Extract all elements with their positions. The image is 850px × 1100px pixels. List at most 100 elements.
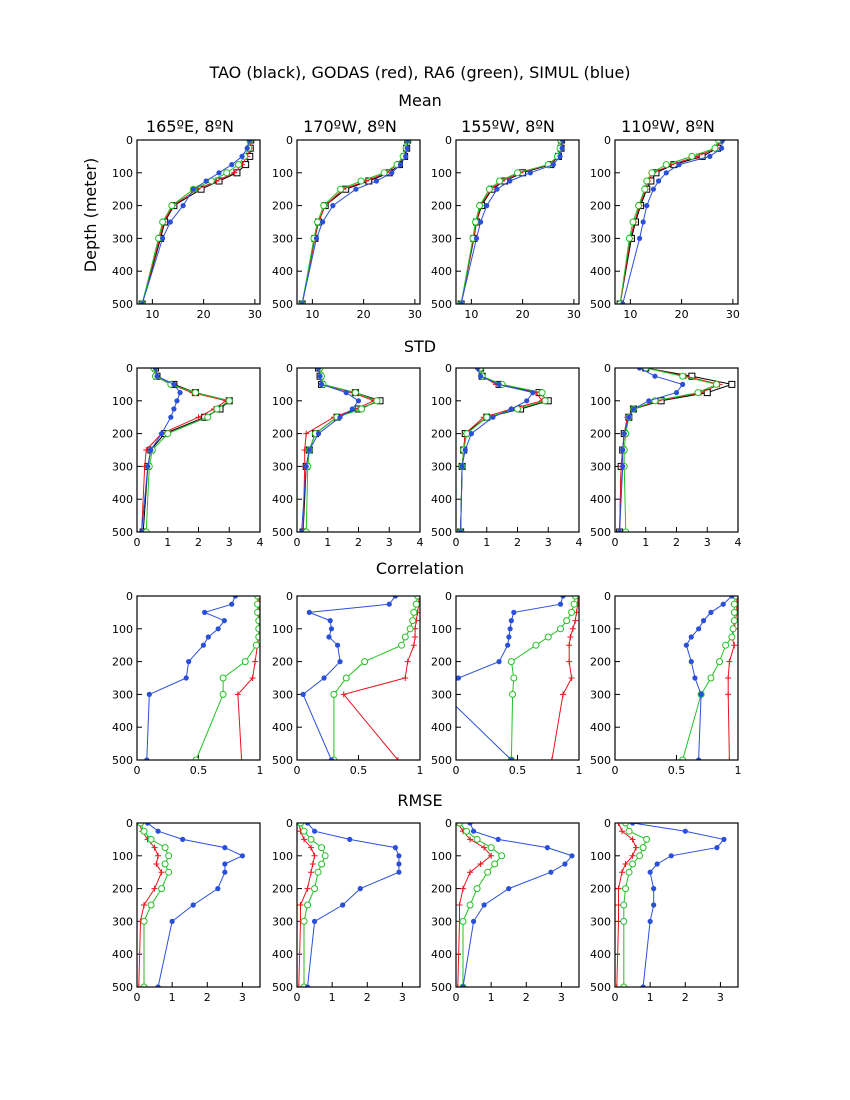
data-point	[654, 861, 660, 867]
data-point	[301, 836, 308, 843]
data-point	[468, 431, 474, 437]
data-point	[559, 145, 565, 151]
y-tick-label: 300	[590, 915, 611, 928]
y-tick-label: 300	[272, 688, 293, 701]
y-tick-label: 300	[590, 232, 611, 245]
data-point	[458, 301, 464, 304]
x-tick-label: 4	[257, 536, 264, 549]
data-point	[460, 984, 466, 987]
y-tick-label: 200	[590, 200, 611, 213]
data-point	[392, 596, 398, 599]
data-point	[155, 828, 161, 834]
data-point	[629, 836, 636, 843]
data-point	[307, 835, 315, 843]
data-point	[651, 902, 657, 908]
series-simul	[299, 140, 411, 304]
data-point	[640, 984, 646, 987]
y-tick-label: 100	[431, 850, 452, 863]
y-tick-label: 0	[286, 590, 293, 603]
data-point	[302, 528, 310, 532]
data-point	[566, 642, 573, 649]
data-point	[205, 634, 211, 640]
data-point	[146, 691, 152, 698]
data-point	[255, 625, 260, 633]
data-point	[405, 140, 411, 143]
series-ra6	[298, 140, 412, 304]
y-tick-label: 500	[112, 526, 133, 539]
data-point	[402, 675, 409, 681]
y-tick-label: 0	[286, 134, 293, 147]
series-line	[462, 823, 573, 987]
data-point	[306, 609, 312, 616]
data-point	[725, 691, 732, 698]
data-point	[716, 658, 724, 666]
data-point	[508, 618, 514, 624]
data-point	[506, 886, 512, 892]
section-title-correlation: Correlation	[376, 559, 464, 578]
data-point	[330, 690, 338, 698]
x-tick-label: 0	[294, 536, 301, 549]
data-point	[467, 869, 474, 876]
data-point	[406, 625, 414, 633]
data-point	[722, 641, 730, 649]
y-tick-label: 200	[272, 883, 293, 896]
x-tick-label: 0	[453, 764, 460, 777]
x-tick-label: 2	[523, 991, 530, 1004]
y-tick-label: 100	[431, 395, 452, 408]
x-tick-label: 3	[386, 536, 393, 549]
data-point	[314, 218, 321, 226]
data-point	[481, 844, 488, 851]
data-point	[476, 202, 484, 210]
data-point	[696, 757, 702, 760]
data-point	[508, 757, 514, 760]
x-tick-label: 3	[239, 991, 246, 1004]
data-point	[397, 162, 404, 168]
data-point	[142, 528, 150, 532]
data-point	[721, 836, 727, 843]
data-point	[494, 186, 500, 192]
data-point	[566, 658, 573, 665]
data-point	[563, 617, 571, 625]
data-point	[652, 373, 658, 379]
x-tick-label: 2	[355, 536, 362, 549]
data-point	[304, 823, 311, 826]
y-tick-label: 500	[431, 298, 452, 311]
data-point	[619, 828, 626, 835]
x-tick-label: 0.5	[190, 764, 208, 777]
x-tick-label: 3	[558, 991, 565, 1004]
data-point	[137, 984, 142, 987]
data-point	[396, 861, 402, 867]
y-tick-label: 500	[272, 298, 293, 311]
data-point	[708, 609, 714, 616]
data-point	[255, 633, 260, 641]
data-point	[373, 397, 381, 405]
data-point	[304, 885, 311, 892]
y-tick-label: 100	[590, 167, 611, 180]
x-tick-label: 20	[357, 308, 371, 321]
data-point	[180, 836, 186, 843]
y-tick-label: 100	[431, 167, 452, 180]
x-tick-label: 0	[453, 991, 460, 1004]
data-point	[571, 596, 579, 600]
data-point	[252, 658, 259, 665]
y-tick-label: 400	[272, 721, 293, 734]
data-point	[478, 373, 484, 379]
data-point	[622, 885, 630, 893]
data-point	[568, 608, 576, 616]
data-point	[145, 463, 151, 469]
data-point	[548, 869, 554, 875]
data-point	[725, 675, 732, 681]
series-godas	[615, 823, 640, 987]
data-point	[300, 827, 308, 835]
y-tick-label: 500	[272, 526, 293, 539]
y-tick-label: 400	[431, 948, 452, 961]
x-tick-label: 2	[204, 991, 211, 1004]
series-ra6	[137, 823, 173, 987]
y-tick-label: 300	[272, 915, 293, 928]
data-point	[548, 757, 555, 760]
data-point	[165, 868, 173, 876]
series-line	[145, 368, 231, 532]
series-simul	[300, 596, 398, 760]
data-point	[398, 641, 406, 649]
